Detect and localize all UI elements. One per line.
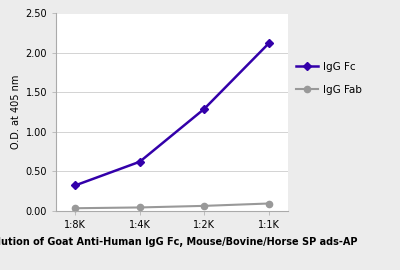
IgG Fab: [202, 204, 207, 207]
IgG Fab: [137, 206, 142, 209]
Y-axis label: O.D. at 405 nm: O.D. at 405 nm: [11, 75, 21, 149]
IgG Fc: [73, 184, 78, 187]
IgG Fc: [202, 107, 207, 110]
Line: IgG Fc: IgG Fc: [72, 40, 272, 188]
IgG Fc: [137, 160, 142, 163]
IgG Fc: [266, 42, 271, 45]
Line: IgG Fab: IgG Fab: [72, 200, 272, 211]
IgG Fab: [266, 202, 271, 205]
X-axis label: Dilution of Goat Anti-Human IgG Fc, Mouse/Bovine/Horse SP ads-AP: Dilution of Goat Anti-Human IgG Fc, Mous…: [0, 237, 358, 247]
IgG Fab: [73, 207, 78, 210]
Legend: IgG Fc, IgG Fab: IgG Fc, IgG Fab: [296, 62, 362, 94]
